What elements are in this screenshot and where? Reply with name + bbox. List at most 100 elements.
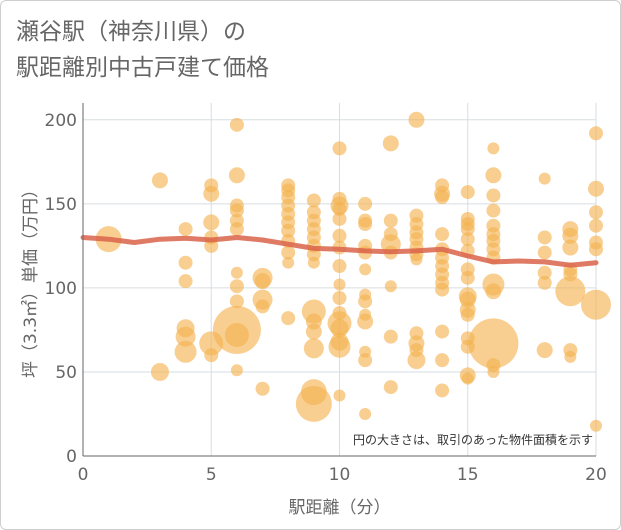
data-point-110: [435, 227, 450, 242]
data-point-106: [407, 351, 426, 370]
x-tick-label-15: 15: [457, 465, 479, 485]
data-point-109: [435, 190, 450, 205]
data-point-26: [224, 322, 249, 347]
data-point-17: [228, 167, 245, 184]
data-point-62: [332, 211, 347, 226]
data-point-7: [175, 326, 196, 347]
data-point-152: [537, 245, 552, 260]
data-point-117: [435, 324, 450, 339]
data-point-1: [151, 172, 168, 189]
data-point-95: [408, 111, 425, 128]
data-point-74: [358, 196, 373, 211]
data-point-136: [487, 142, 500, 155]
data-point-58: [332, 141, 347, 156]
data-point-164: [589, 126, 603, 141]
x-tick-label-5: 5: [206, 465, 217, 485]
data-point-127: [460, 270, 475, 285]
data-point-119: [435, 383, 450, 398]
data-point-13: [204, 238, 219, 253]
data-point-8: [174, 340, 197, 363]
data-point-138: [486, 188, 501, 203]
data-point-19: [229, 203, 244, 218]
data-point-27: [230, 364, 243, 377]
data-point-170: [581, 289, 611, 320]
data-point-61: [332, 201, 347, 216]
data-point-22: [230, 266, 243, 279]
data-point-94: [383, 380, 398, 395]
data-point-21: [229, 222, 244, 237]
data-point-139: [486, 203, 501, 218]
data-point-76: [358, 217, 373, 232]
data-point-51: [307, 256, 320, 269]
data-point-72: [328, 335, 351, 358]
y-tick-label-100: 100: [45, 279, 77, 299]
data-point-93: [383, 329, 398, 344]
axes: [82, 103, 596, 457]
data-point-149: [487, 365, 500, 378]
data-point-131: [460, 307, 475, 322]
data-point-137: [485, 167, 502, 184]
data-point-155: [536, 342, 553, 359]
data-point-154: [537, 275, 552, 290]
data-point-118: [435, 353, 450, 368]
data-point-169: [589, 242, 603, 257]
data-point-66: [333, 278, 346, 291]
data-point-70: [330, 319, 349, 338]
data-point-124: [460, 232, 475, 247]
data-point-63: [332, 228, 347, 243]
data-point-67: [332, 290, 347, 305]
data-point-55: [303, 338, 324, 359]
data-point-166: [589, 205, 603, 220]
data-point-157: [562, 227, 579, 244]
x-tick-label-0: 0: [78, 465, 89, 485]
data-point-146: [485, 283, 502, 300]
data-point-31: [255, 299, 270, 314]
chart-title-line-1: 瀬谷駅（神奈川県）の: [16, 19, 246, 45]
data-point-3: [178, 222, 193, 237]
data-point-163: [564, 350, 577, 363]
data-point-15: [204, 348, 219, 363]
data-point-24: [229, 294, 244, 309]
x-axis-label: 駅距離（分）: [289, 498, 391, 518]
trend-line: [80, 235, 599, 268]
data-point-5: [178, 274, 193, 289]
data-point-161: [555, 276, 586, 307]
data-point-153: [537, 265, 552, 280]
chart-title: 瀬谷駅（神奈川県）の 駅距離別中古戸建て価格: [16, 14, 269, 86]
data-point-167: [589, 218, 603, 233]
data-point-39: [281, 223, 296, 238]
data-point-83: [357, 313, 374, 330]
data-point-57: [295, 385, 332, 422]
data-point-23: [229, 279, 244, 294]
data-point-120: [460, 185, 475, 200]
data-point-88: [383, 213, 398, 228]
data-point-42: [282, 256, 295, 269]
tick-labels: 0 50 100 150 200 0 5 10 15 20: [45, 111, 607, 485]
y-axis-label: 坪（3.3㎡）単価（万円）: [21, 181, 41, 378]
y-tick-label-150: 150: [45, 195, 77, 215]
bubble-size-note: 円の大きさは、取引のあった物件面積を示す: [353, 432, 593, 447]
data-point-102: [410, 253, 423, 266]
bubble-series: [95, 111, 611, 432]
data-point-65: [332, 259, 347, 274]
y-tick-label-0: 0: [66, 447, 77, 467]
data-point-29: [254, 273, 271, 290]
data-point-2: [150, 362, 169, 381]
chart-title-line-2: 駅距離別中古戸建て価格: [16, 55, 269, 81]
data-point-41: [281, 245, 296, 260]
data-point-86: [359, 407, 372, 420]
data-point-147: [468, 318, 519, 369]
data-point-171: [590, 419, 602, 432]
data-point-4: [178, 255, 193, 270]
y-tick-label-200: 200: [45, 111, 77, 131]
data-point-44: [306, 193, 321, 208]
data-point-79: [359, 263, 372, 276]
y-tick-label-50: 50: [55, 363, 77, 383]
data-point-54: [305, 323, 322, 340]
data-point-87: [382, 135, 399, 152]
data-point-43: [281, 311, 296, 326]
data-point-11: [203, 214, 220, 231]
data-point-85: [358, 353, 373, 368]
data-point-10: [203, 185, 220, 202]
